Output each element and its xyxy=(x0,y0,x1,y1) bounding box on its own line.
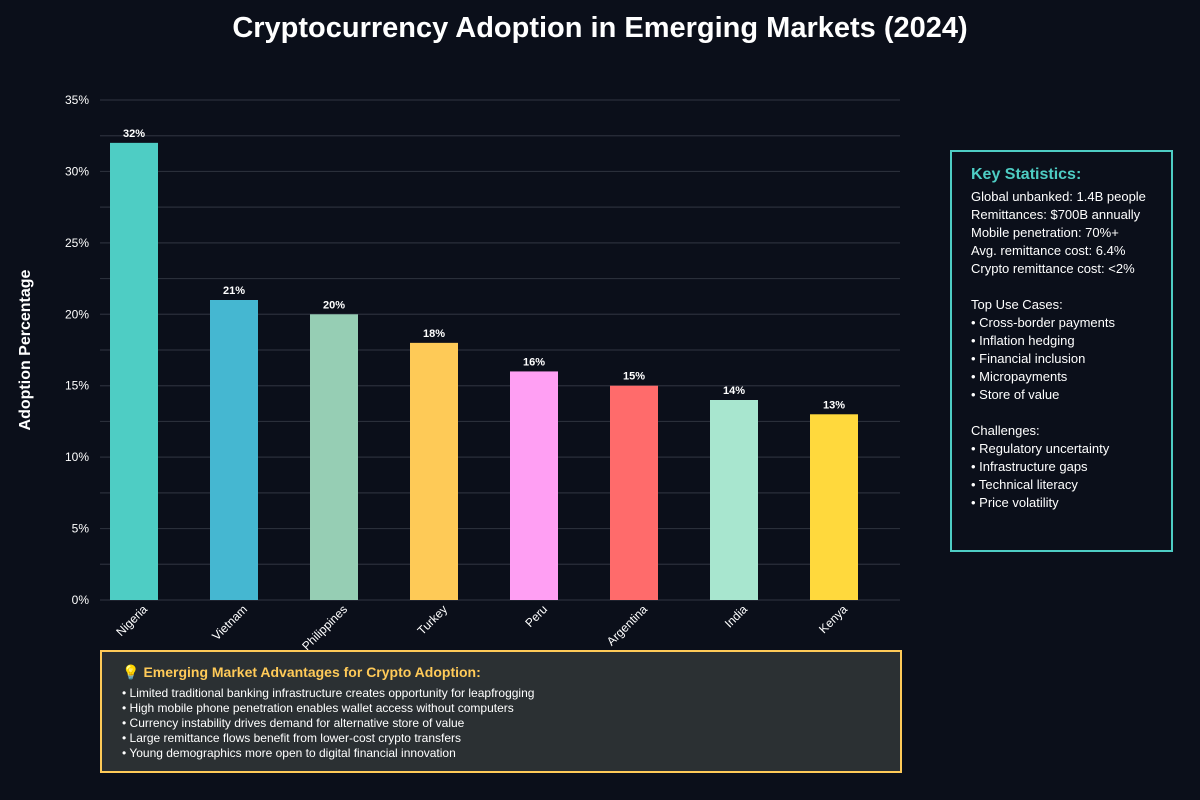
x-tick-label: Kenya xyxy=(816,602,850,636)
stat-line: Mobile penetration: 70%+ xyxy=(971,225,1119,240)
bar-india xyxy=(710,400,758,600)
bar-philippines xyxy=(310,314,358,600)
x-tick-label: Peru xyxy=(522,602,550,630)
advantages-panel: 💡 Emerging Market Advantages for Crypto A… xyxy=(100,650,902,773)
data-label: 14% xyxy=(723,385,745,397)
bar-turkey xyxy=(410,342,458,600)
spacer xyxy=(971,278,1151,296)
y-tick-label: 20% xyxy=(65,307,89,321)
x-tick-label: Nigeria xyxy=(113,602,150,639)
y-axis-label: Adoption Percentage xyxy=(17,269,34,430)
x-tick-label: Vietnam xyxy=(209,602,250,643)
data-label: 16% xyxy=(523,356,545,368)
advantages-heading-row: 💡 Emerging Market Advantages for Crypto A… xyxy=(122,662,880,682)
advantage-item: • Limited traditional banking infrastruc… xyxy=(122,686,535,700)
stat-line: Avg. remittance cost: 6.4% xyxy=(971,243,1126,258)
y-tick-label: 5% xyxy=(72,522,90,536)
chart-title: Cryptocurrency Adoption in Emerging Mark… xyxy=(232,12,968,44)
advantage-item: • Large remittance flows benefit from lo… xyxy=(122,731,461,745)
data-label: 21% xyxy=(223,285,245,297)
x-tick-label: India xyxy=(722,602,751,631)
y-tick-label: 35% xyxy=(65,93,89,107)
y-tick-label: 0% xyxy=(72,593,90,607)
data-label: 32% xyxy=(123,128,145,140)
use-case-item: • Store of value xyxy=(971,387,1060,402)
y-tick-label: 25% xyxy=(65,236,89,250)
bar-argentina xyxy=(610,385,658,600)
data-label: 20% xyxy=(323,299,345,311)
spacer xyxy=(971,404,1151,422)
x-tick-label: Philippines xyxy=(299,602,350,653)
x-tick-label: Argentina xyxy=(604,602,650,648)
key-statistics-heading: Key Statistics: xyxy=(971,166,1082,183)
advantage-item: • High mobile phone penetration enables … xyxy=(122,701,514,715)
stat-line: Global unbanked: 1.4B people xyxy=(971,189,1146,204)
challenge-item: • Technical literacy xyxy=(971,477,1078,492)
data-label: 13% xyxy=(823,399,845,411)
data-label: 15% xyxy=(623,371,645,383)
lightbulb-icon: 💡 xyxy=(122,664,140,680)
advantage-item: • Young demographics more open to digita… xyxy=(122,746,456,760)
bar-peru xyxy=(510,371,558,600)
use-case-item: • Cross-border payments xyxy=(971,315,1115,330)
key-statistics-panel: Key Statistics: Global unbanked: 1.4B pe… xyxy=(950,150,1173,552)
use-cases-heading: Top Use Cases: xyxy=(971,297,1063,312)
y-tick-label: 15% xyxy=(65,379,89,393)
challenges-heading: Challenges: xyxy=(971,423,1040,438)
y-tick-label: 10% xyxy=(65,450,89,464)
challenge-item: • Regulatory uncertainty xyxy=(971,441,1110,456)
stat-line: Crypto remittance cost: <2% xyxy=(971,261,1135,276)
bar-vietnam xyxy=(210,300,258,600)
advantages-heading: Emerging Market Advantages for Crypto Ad… xyxy=(143,664,481,680)
y-tick-label: 30% xyxy=(65,164,89,178)
use-case-item: • Financial inclusion xyxy=(971,351,1086,366)
challenge-item: • Infrastructure gaps xyxy=(971,459,1088,474)
bar-kenya xyxy=(810,414,858,600)
use-case-item: • Micropayments xyxy=(971,369,1068,384)
advantage-item: • Currency instability drives demand for… xyxy=(122,716,465,730)
stat-line: Remittances: $700B annually xyxy=(971,207,1141,222)
x-tick-label: Turkey xyxy=(415,602,451,638)
challenge-item: • Price volatility xyxy=(971,495,1059,510)
data-label: 18% xyxy=(423,328,445,340)
bar-nigeria xyxy=(110,142,158,600)
use-case-item: • Inflation hedging xyxy=(971,333,1075,348)
